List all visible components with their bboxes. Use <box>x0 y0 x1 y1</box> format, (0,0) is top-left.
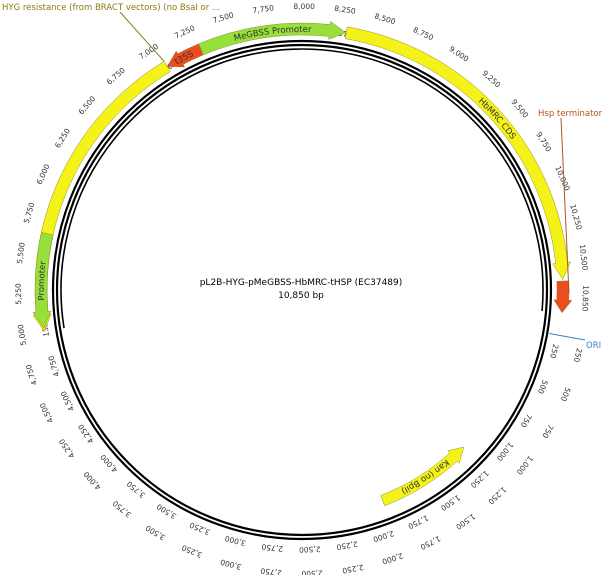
feature-promoter[interactable] <box>32 232 54 329</box>
outer-tick-label: 7,250 <box>173 23 196 40</box>
outer-tick-label: 3,000 <box>219 557 242 571</box>
inner-tick-label: 3,250 <box>188 520 211 537</box>
outer-tick-label: 3,500 <box>144 523 167 542</box>
plasmid-name: pL2B-HYG-pMeGBSS-HbMRC-tHSP (EC37489) <box>200 278 403 288</box>
outer-tick-label: 5,250 <box>14 283 23 305</box>
outer-tick-label: 5,500 <box>15 242 27 265</box>
outer-tick-label: 2,000 <box>381 551 404 566</box>
outer-tick-label: 1,500 <box>454 512 477 532</box>
inner-tick-label: 3,000 <box>224 534 247 548</box>
outer-tick-label: 9,750 <box>534 130 553 153</box>
inner-tick-label: 2,750 <box>261 542 284 553</box>
feature-hbmrc-cds[interactable] <box>344 26 571 280</box>
tick-labels: 250 500 750 1,000 1,250 1,500 1,750 2,000 2,250 2… <box>14 2 590 575</box>
hsp-callout-label: Hsp terminator <box>538 109 602 119</box>
feature-kan[interactable] <box>380 446 465 506</box>
outer-tick-label: 5,000 <box>16 323 28 346</box>
hsp-callout-line <box>560 117 570 294</box>
ori-callout-line <box>549 332 586 341</box>
feature-label-promoter: Promoter <box>37 260 49 300</box>
outer-tick-label: 8,500 <box>373 11 396 26</box>
outer-tick-label: 4,500 <box>38 401 56 424</box>
inner-tick-label: 4,750 <box>46 354 61 377</box>
inner-tick-label: 2,000 <box>372 529 395 544</box>
outer-tick-label: 750 <box>540 423 555 440</box>
feature-megbss-promoter[interactable] <box>198 21 347 56</box>
inner-tick-label: 1,750 <box>406 513 429 531</box>
outer-tick-label: 6,500 <box>77 94 98 116</box>
outer-tick-label: 4,000 <box>82 470 103 492</box>
outer-tick-label: 500 <box>559 386 573 403</box>
hyg-callout-line <box>119 11 165 62</box>
outer-tick-label: 10,850 <box>580 285 590 312</box>
inner-tick-label: 2,250 <box>336 539 359 552</box>
insert-strand <box>60 48 544 329</box>
outer-tick-label: 8,750 <box>412 25 435 42</box>
outer-tick-label: 2,750 <box>260 566 283 575</box>
backbone-inner-strand <box>55 43 549 537</box>
hyg-callout-label: HYG resistance (from BRACT vectors) (no … <box>2 3 220 13</box>
outer-tick-label: 3,750 <box>111 499 133 520</box>
outer-tick-label: 1,750 <box>419 534 442 552</box>
outer-tick-label: 6,000 <box>35 162 52 185</box>
inner-tick-label: 132 <box>40 322 51 338</box>
inner-tick-label: 250 <box>548 343 560 359</box>
inner-tick-label: 750 <box>519 412 534 429</box>
outer-tick-label: 2,250 <box>341 563 364 575</box>
outer-tick-label: 10,500 <box>578 244 590 271</box>
outer-tick-label: 1,250 <box>486 485 508 506</box>
feature-callouts: HYG resistance (from BRACT vectors) (no … <box>2 3 602 351</box>
feature-t35s[interactable] <box>166 43 204 68</box>
outer-tick-label: 6,750 <box>105 66 127 87</box>
outer-tick-label: 4,750 <box>24 363 39 386</box>
inner-tick-label: 4,500 <box>59 389 76 412</box>
outer-tick-label: 7,750 <box>252 3 275 15</box>
outer-tick-label: 6,250 <box>53 127 72 150</box>
plasmid-length: 10,850 bp <box>278 291 324 301</box>
outer-tick-label: 8,000 <box>293 2 315 11</box>
ori-callout-label: ORI <box>586 341 601 351</box>
outer-tick-label: 9,250 <box>480 69 502 90</box>
outer-tick-label: 4,250 <box>57 437 77 460</box>
backbone-rings <box>51 39 553 541</box>
outer-tick-label: 10,250 <box>568 203 584 231</box>
inner-tick-label: 2,500 <box>299 545 321 555</box>
outer-tick-label: 8,250 <box>334 4 357 16</box>
outer-tick-label: 2,500 <box>301 568 323 575</box>
inner-tick-label: 500 <box>536 379 550 396</box>
outer-tick-label: 9,500 <box>509 97 530 119</box>
outer-tick-label: 10,000 <box>553 164 572 192</box>
outer-tick-label: 5,750 <box>22 201 37 224</box>
outer-tick-label: 9,000 <box>448 44 471 64</box>
backbone-outer-strand <box>51 39 553 541</box>
outer-tick-label: 3,250 <box>180 543 203 560</box>
outer-tick-label: 250 <box>572 347 584 363</box>
outer-tick-label: 1,000 <box>515 454 535 477</box>
